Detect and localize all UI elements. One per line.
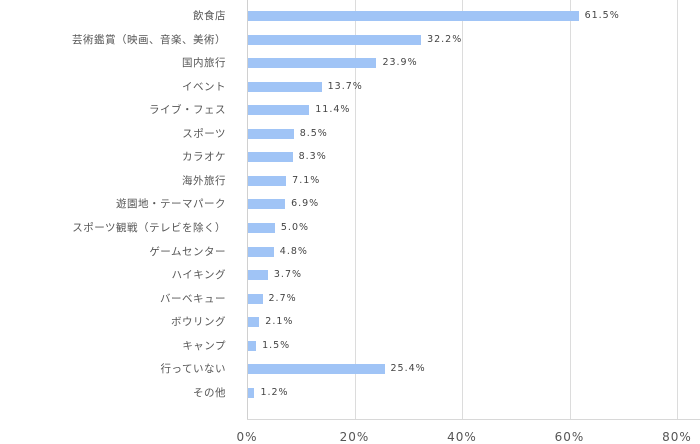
category-label: ボウリング xyxy=(171,316,226,329)
bar xyxy=(248,175,287,186)
value-label: 7.1% xyxy=(292,174,321,186)
category-label: 遊園地・テーマパーク xyxy=(116,198,226,211)
category-label: 飲食店 xyxy=(193,10,226,22)
x-tick-label: 60% xyxy=(554,430,585,444)
bar xyxy=(248,270,268,281)
category-label: イベント xyxy=(182,80,226,93)
x-tick-label: 80% xyxy=(662,430,692,444)
bar xyxy=(248,246,274,257)
value-label: 2.1% xyxy=(265,316,294,328)
value-label: 8.5% xyxy=(299,127,328,139)
bar xyxy=(248,340,257,351)
category-label: 芸術鑑賞（映画、音楽、美術） xyxy=(72,33,226,46)
bar xyxy=(248,364,385,375)
bar xyxy=(248,105,310,116)
value-label: 25.4% xyxy=(390,363,426,375)
category-label: スポーツ観戦（テレビを除く） xyxy=(72,221,226,234)
x-tick-label: 20% xyxy=(339,430,370,444)
value-label: 3.7% xyxy=(273,269,303,281)
category-label: 行っていない xyxy=(160,363,226,376)
value-label: 1.2% xyxy=(260,386,289,398)
value-label: 1.5% xyxy=(262,339,291,351)
bar xyxy=(248,81,322,92)
x-axis-line xyxy=(247,419,700,420)
category-label: キャンプ xyxy=(182,339,226,352)
category-label: カラオケ xyxy=(182,151,226,164)
category-label: 国内旅行 xyxy=(182,57,226,70)
value-label: 2.7% xyxy=(268,292,297,304)
value-label: 32.2% xyxy=(427,33,463,45)
x-tick-label: 40% xyxy=(447,430,477,444)
gridline xyxy=(569,0,571,420)
bar xyxy=(248,293,263,304)
category-label: バーベキュー xyxy=(160,292,226,305)
value-label: 8.3% xyxy=(298,151,327,163)
bar xyxy=(248,128,294,139)
category-label: その他 xyxy=(193,386,226,399)
y-axis-line xyxy=(247,0,248,420)
bar xyxy=(248,58,377,69)
bar xyxy=(248,11,579,21)
gridline xyxy=(462,0,463,420)
category-label: スポーツ xyxy=(182,127,226,140)
x-tick-label: 0% xyxy=(236,430,258,444)
bar xyxy=(248,222,275,233)
gridline xyxy=(354,0,356,420)
bar xyxy=(248,317,260,328)
category-label: 海外旅行 xyxy=(182,174,226,187)
category-label: ライブ・フェス xyxy=(149,104,226,117)
value-label: 13.7% xyxy=(327,80,363,92)
value-label: 23.9% xyxy=(382,57,418,69)
category-label: ハイキング xyxy=(171,269,226,282)
bar xyxy=(248,152,293,163)
gridline xyxy=(677,0,678,420)
value-label: 4.8% xyxy=(279,245,308,257)
value-label: 61.5% xyxy=(584,10,620,21)
value-label: 6.9% xyxy=(291,198,320,210)
bar xyxy=(248,199,286,210)
value-label: 11.4% xyxy=(315,104,351,116)
bar xyxy=(248,34,422,45)
category-label: ゲームセンター xyxy=(149,245,226,258)
bar xyxy=(248,387,255,398)
value-label: 5.0% xyxy=(280,221,310,233)
